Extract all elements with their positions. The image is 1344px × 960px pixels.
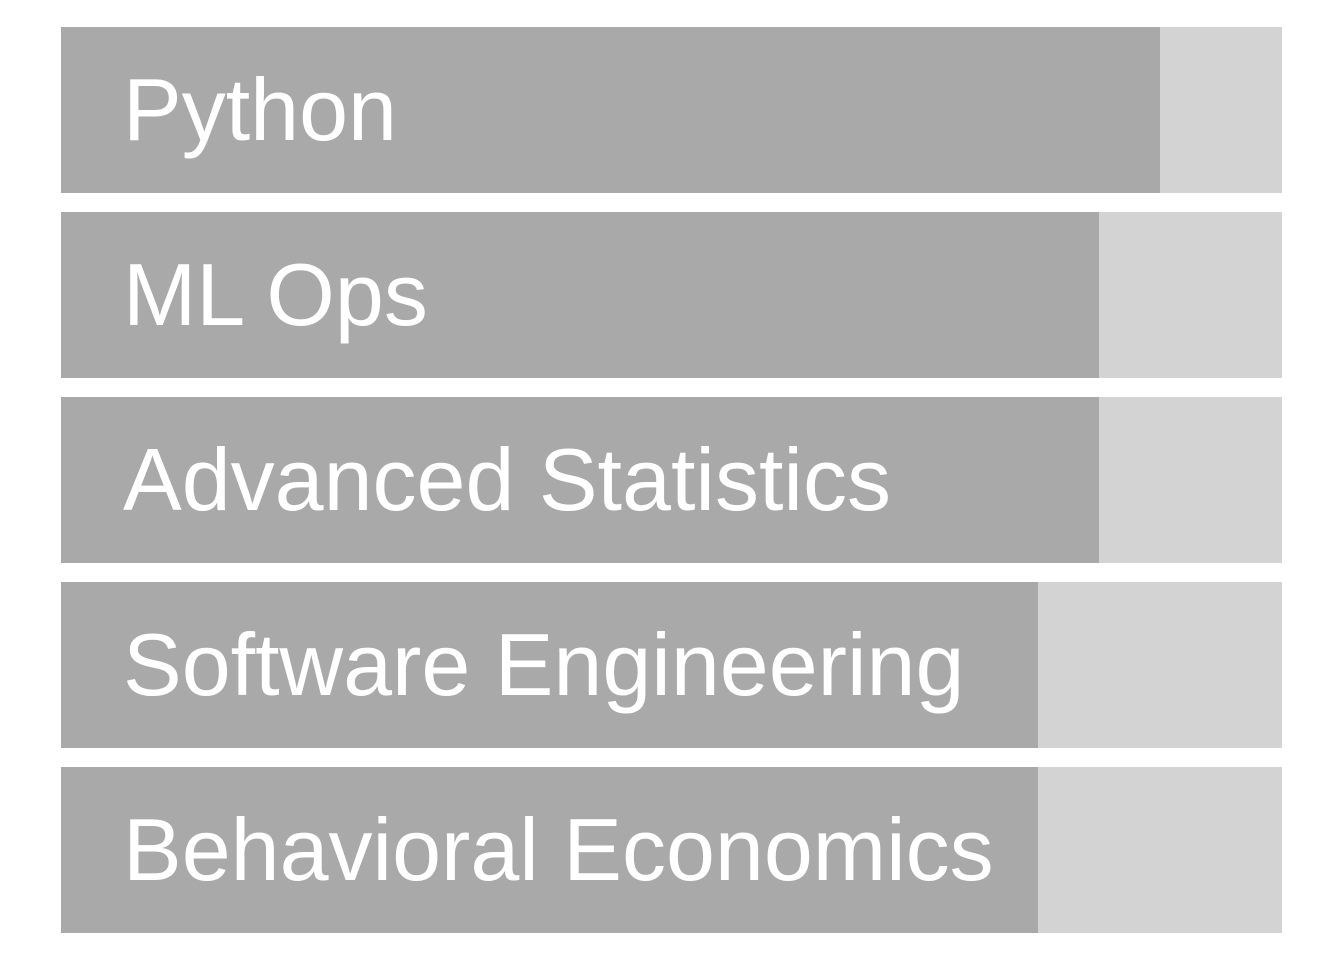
skill-label: Software Engineering (123, 615, 965, 714)
skill-bar-fill (61, 767, 1038, 933)
skill-bar-track: Advanced Statistics (61, 397, 1282, 563)
skill-bar-track: ML Ops (61, 212, 1282, 378)
skills-bar-chart: Python ML Ops Advanced Statistics Software … (61, 27, 1282, 933)
skill-label: Behavioral Economics (123, 800, 994, 899)
skill-bar-track: Behavioral Economics (61, 767, 1282, 933)
skill-bar-fill (61, 582, 1038, 748)
skill-bar-track: Software Engineering (61, 582, 1282, 748)
skill-bar-fill (61, 397, 1099, 563)
skill-bar-fill (61, 27, 1160, 193)
skill-label: ML Ops (123, 245, 428, 344)
skill-bar-track: Python (61, 27, 1282, 193)
skill-bar-fill (61, 212, 1099, 378)
skill-label: Python (123, 60, 397, 159)
skill-label: Advanced Statistics (123, 430, 891, 529)
